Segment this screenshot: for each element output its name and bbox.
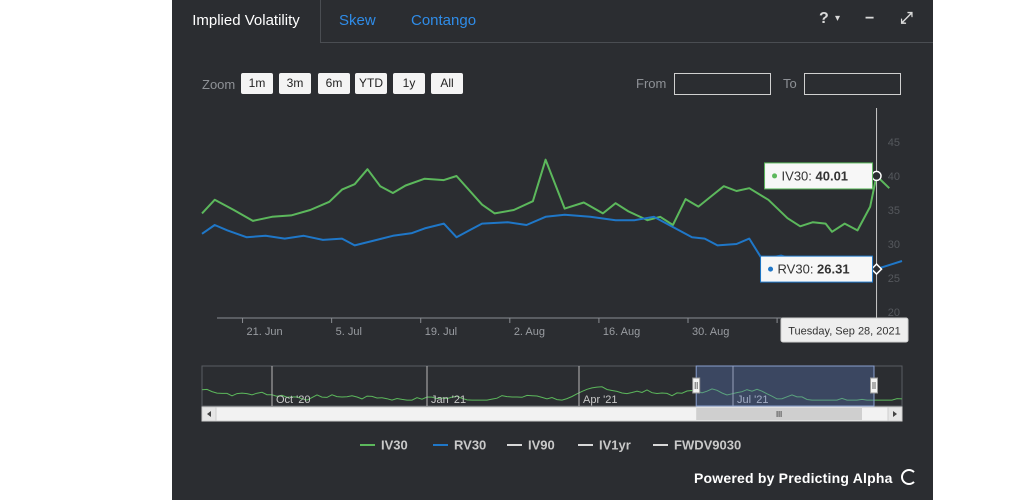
tab-bar: Implied Volatility Skew Contango ? ▾ − ⤢ — [172, 0, 933, 43]
from-date-input[interactable] — [674, 73, 771, 95]
iv30-hover-marker — [871, 170, 882, 182]
legend-item-fwdv9030[interactable]: FWDV9030 — [674, 438, 741, 453]
y-tick-label: 25 — [888, 273, 900, 285]
chevron-left-icon — [207, 411, 211, 417]
navigator-right-handle[interactable] — [870, 377, 878, 394]
iv30-tooltip-text: IV30: 40.01 — [782, 168, 849, 183]
zoom-1y-button[interactable]: 1y — [393, 73, 425, 94]
date-tooltip-box — [780, 317, 909, 343]
volatility-line-chart: 45 40 35 30 25 20 21. Jun 5. Jul 19. Jul 2. Aug 1… — [201, 108, 909, 453]
navigator-tick-label: Jul '21 — [737, 394, 768, 406]
predicting-alpha-logo-icon — [900, 469, 917, 485]
navigator-selection[interactable] — [695, 365, 875, 407]
navigator-left-handle[interactable] — [692, 377, 701, 394]
navigator-series-line — [201, 386, 903, 401]
legend-item-rv30[interactable]: RV30 — [454, 438, 486, 453]
y-tick-label: 45 — [888, 137, 900, 149]
zoom-6m-button[interactable]: 6m — [318, 73, 350, 94]
y-tick-label: 30 — [888, 239, 900, 251]
navigator-tick-label: Apr '21 — [583, 394, 618, 406]
x-tick-label: 2. Aug — [514, 326, 545, 338]
minimize-icon[interactable]: − — [865, 10, 875, 27]
navigator-tick-label: Oct '20 — [276, 394, 311, 406]
to-label: To — [783, 76, 797, 91]
series-line-iv30 — [201, 158, 890, 233]
tab-implied-volatility[interactable]: Implied Volatility — [172, 0, 321, 43]
y-tick-label: 20 — [888, 307, 900, 319]
from-label: From — [636, 76, 667, 91]
chevron-right-icon — [893, 411, 897, 417]
zoom-3m-button[interactable]: 3m — [279, 73, 311, 94]
x-tick-label: 5. Jul — [336, 326, 362, 338]
legend-item-iv90[interactable]: IV90 — [528, 438, 555, 453]
chart-panel: Implied Volatility Skew Contango ? ▾ − ⤢… — [172, 0, 933, 500]
navigator-frame — [201, 365, 903, 407]
tab-contango[interactable]: Contango — [411, 12, 477, 29]
zoom-ytd-button[interactable]: YTD — [355, 73, 387, 94]
zoom-all-button[interactable]: All — [431, 73, 463, 94]
expand-icon[interactable]: ⤢ — [900, 10, 913, 27]
x-tick-label: 30. Aug — [692, 326, 729, 338]
rv30-tooltip-text: RV30: 26.31 — [778, 262, 850, 277]
legend-item-iv30[interactable]: IV30 — [381, 438, 408, 453]
rv30-tooltip-box — [760, 255, 874, 283]
help-icon[interactable]: ? — [819, 10, 829, 27]
x-tick-label: 21. Jun — [247, 326, 283, 338]
navigator-tick-label: Jan '21 — [431, 394, 466, 406]
y-tick-label: 35 — [888, 205, 900, 217]
zoom-label: Zoom — [202, 77, 236, 92]
x-tick-label: 19. Jul — [425, 326, 457, 338]
rv30-tooltip-dot — [768, 266, 774, 272]
chevron-down-icon[interactable]: ▾ — [835, 13, 841, 24]
powered-by-text: Powered by Predicting Alpha — [694, 469, 917, 486]
tab-skew[interactable]: Skew — [339, 12, 376, 29]
legend-item-iv1yr[interactable]: IV1yr — [599, 438, 631, 453]
y-tick-label: 40 — [888, 171, 900, 183]
powered-by-label: Powered by Predicting Alpha — [694, 470, 893, 486]
date-tooltip-text: Tuesday, Sep 28, 2021 — [788, 326, 901, 338]
rv30-hover-marker — [870, 263, 883, 276]
zoom-1m-button[interactable]: 1m — [241, 73, 273, 94]
to-date-input[interactable] — [804, 73, 901, 95]
x-tick-label: 16. Aug — [603, 326, 640, 338]
iv30-tooltip-dot — [772, 173, 778, 179]
iv30-tooltip-box — [764, 162, 874, 190]
